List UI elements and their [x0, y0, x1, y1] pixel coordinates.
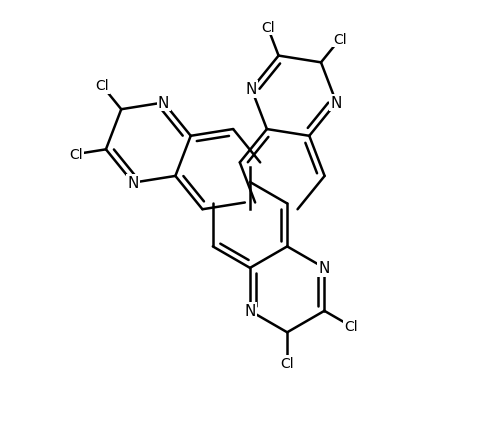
Text: N: N: [330, 96, 342, 111]
Text: N: N: [128, 176, 138, 191]
Text: Cl: Cl: [280, 356, 294, 370]
Text: N: N: [244, 304, 256, 319]
Text: N: N: [318, 261, 330, 276]
Text: N: N: [158, 96, 170, 111]
Text: Cl: Cl: [69, 148, 82, 162]
Text: N: N: [246, 82, 257, 97]
Text: Cl: Cl: [344, 319, 358, 333]
Text: Cl: Cl: [261, 21, 274, 35]
Text: Cl: Cl: [95, 79, 108, 93]
Text: Cl: Cl: [334, 33, 347, 46]
